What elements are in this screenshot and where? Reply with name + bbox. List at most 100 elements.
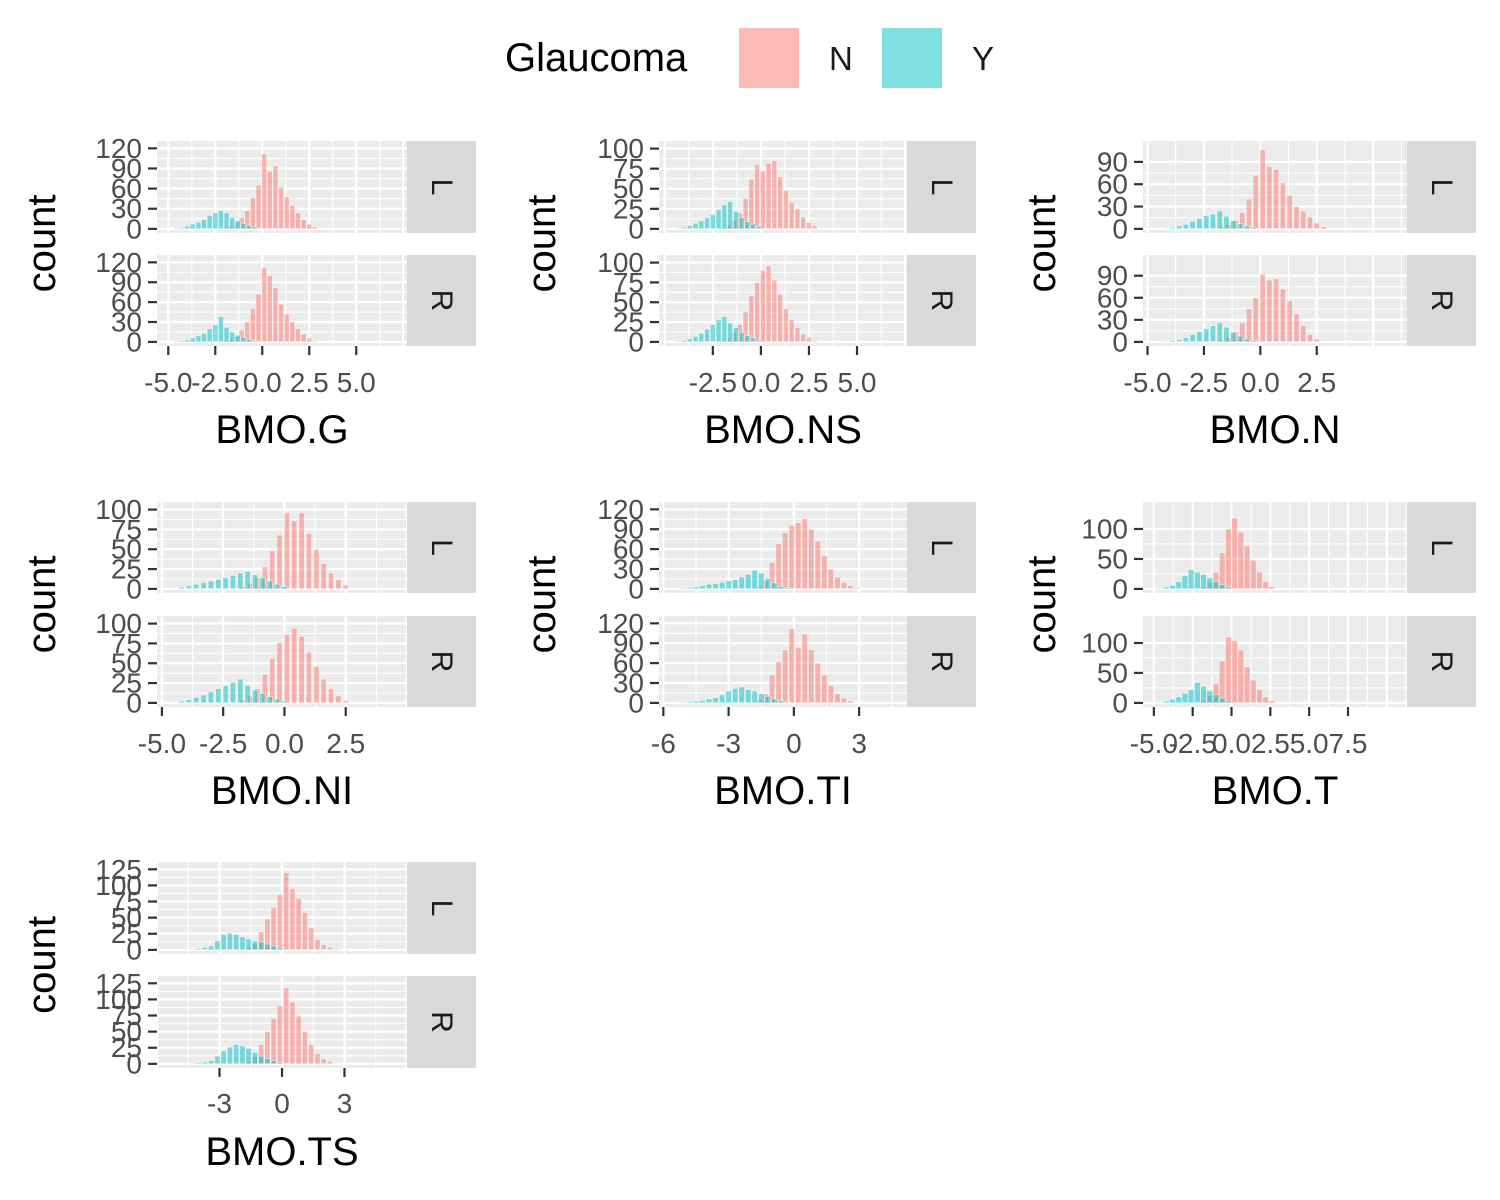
bar-y — [246, 338, 253, 343]
strip-L — [407, 502, 476, 593]
bar-n — [1256, 689, 1263, 704]
bar-n — [771, 160, 778, 230]
bar-y — [698, 332, 705, 343]
bar-n — [1279, 288, 1287, 343]
bar-y — [744, 573, 752, 590]
bar-y — [733, 210, 739, 230]
y-tick-label: 25 — [111, 668, 142, 699]
bar-n — [781, 532, 789, 590]
bar-n — [276, 642, 283, 704]
bar-n — [1313, 338, 1320, 343]
x-tick-label: -2.5 — [1169, 728, 1217, 759]
bar-y — [233, 933, 240, 951]
strip-R — [1407, 616, 1476, 707]
bar-y — [226, 1046, 234, 1065]
bar-y — [208, 945, 215, 951]
x-tick-label: 0 — [786, 728, 802, 759]
bar-y — [245, 938, 252, 951]
bar-y — [718, 581, 726, 590]
y-tick-label: 120 — [597, 494, 644, 525]
bar-y — [1162, 227, 1169, 230]
bar-y — [1156, 587, 1164, 590]
bar-n — [289, 1001, 296, 1065]
bar-n — [834, 693, 841, 704]
bar-n — [1245, 308, 1253, 343]
bar-n — [765, 265, 772, 343]
bar-n — [801, 633, 808, 704]
bar-n — [272, 287, 279, 343]
y-axis-title: count — [520, 556, 564, 654]
bar-n — [821, 555, 828, 590]
bar-n — [777, 293, 784, 343]
x-tick-label: 5.0 — [838, 367, 877, 398]
bar-n — [276, 1005, 284, 1065]
bar-n — [1252, 297, 1259, 343]
bar-n — [840, 581, 848, 590]
bar-y — [1169, 584, 1176, 590]
panel-R — [1143, 616, 1407, 707]
bar-n — [320, 678, 327, 704]
bar-y — [709, 214, 716, 230]
bar-y — [731, 579, 739, 590]
bar-y — [1230, 331, 1237, 343]
strip-label-L: L — [425, 179, 458, 196]
bar-n — [320, 944, 327, 951]
bar-n — [811, 225, 818, 230]
bar-y — [226, 932, 234, 951]
bar-n — [1300, 210, 1307, 230]
bar-y — [738, 576, 745, 590]
bar-n — [1237, 531, 1245, 590]
bar-y — [675, 227, 682, 230]
bar-y — [184, 225, 191, 230]
strip-label-L: L — [425, 539, 458, 556]
bar-y — [771, 698, 778, 704]
bar-y — [189, 1062, 196, 1065]
strip-L — [1407, 502, 1476, 593]
bar-y — [264, 943, 271, 951]
y-tick-label: 50 — [111, 534, 142, 565]
bar-y — [251, 574, 259, 590]
bar-n — [788, 201, 795, 230]
bar-n — [782, 308, 789, 343]
bar-n — [814, 662, 822, 704]
y-tick-label: 100 — [95, 608, 142, 639]
y-tick-label: 60 — [111, 173, 142, 204]
bar-n — [300, 333, 307, 343]
bar-n — [800, 216, 807, 230]
bar-n — [821, 674, 828, 704]
bar-n — [1273, 168, 1280, 230]
bar-y — [1169, 698, 1176, 704]
bar-n — [270, 906, 277, 951]
y-tick-label: 0 — [628, 326, 644, 357]
y-tick-label: 0 — [628, 687, 644, 718]
bar-n — [305, 532, 313, 590]
bar-y — [771, 582, 778, 590]
bar-y — [1187, 689, 1195, 704]
bar-n — [327, 572, 335, 590]
bar-y — [727, 201, 734, 230]
bar-n — [1268, 586, 1276, 590]
bar-y — [245, 1047, 252, 1065]
y-axis-title: count — [20, 195, 64, 293]
strip-label-L: L — [1425, 179, 1458, 196]
bar-n — [759, 170, 766, 230]
bar-n — [1249, 559, 1257, 590]
bar-y — [270, 1060, 277, 1065]
bar-n — [255, 184, 262, 230]
x-tick-label: -2.5 — [689, 367, 737, 398]
y-tick-label: 90 — [1097, 146, 1128, 177]
bar-y — [237, 572, 244, 590]
bar-y — [738, 686, 745, 704]
bar-n — [795, 522, 802, 590]
bar-n — [771, 279, 778, 343]
strip-L — [907, 502, 976, 593]
bar-y — [712, 697, 719, 704]
bar-y — [712, 583, 719, 590]
y-tick-label: 125 — [95, 854, 142, 885]
bar-n — [266, 275, 273, 343]
bar-n — [308, 1044, 315, 1065]
bar-y — [229, 217, 236, 230]
y-axis-title: count — [20, 916, 64, 1014]
bar-y — [200, 582, 207, 590]
legend-title: Glaucoma — [505, 36, 688, 80]
